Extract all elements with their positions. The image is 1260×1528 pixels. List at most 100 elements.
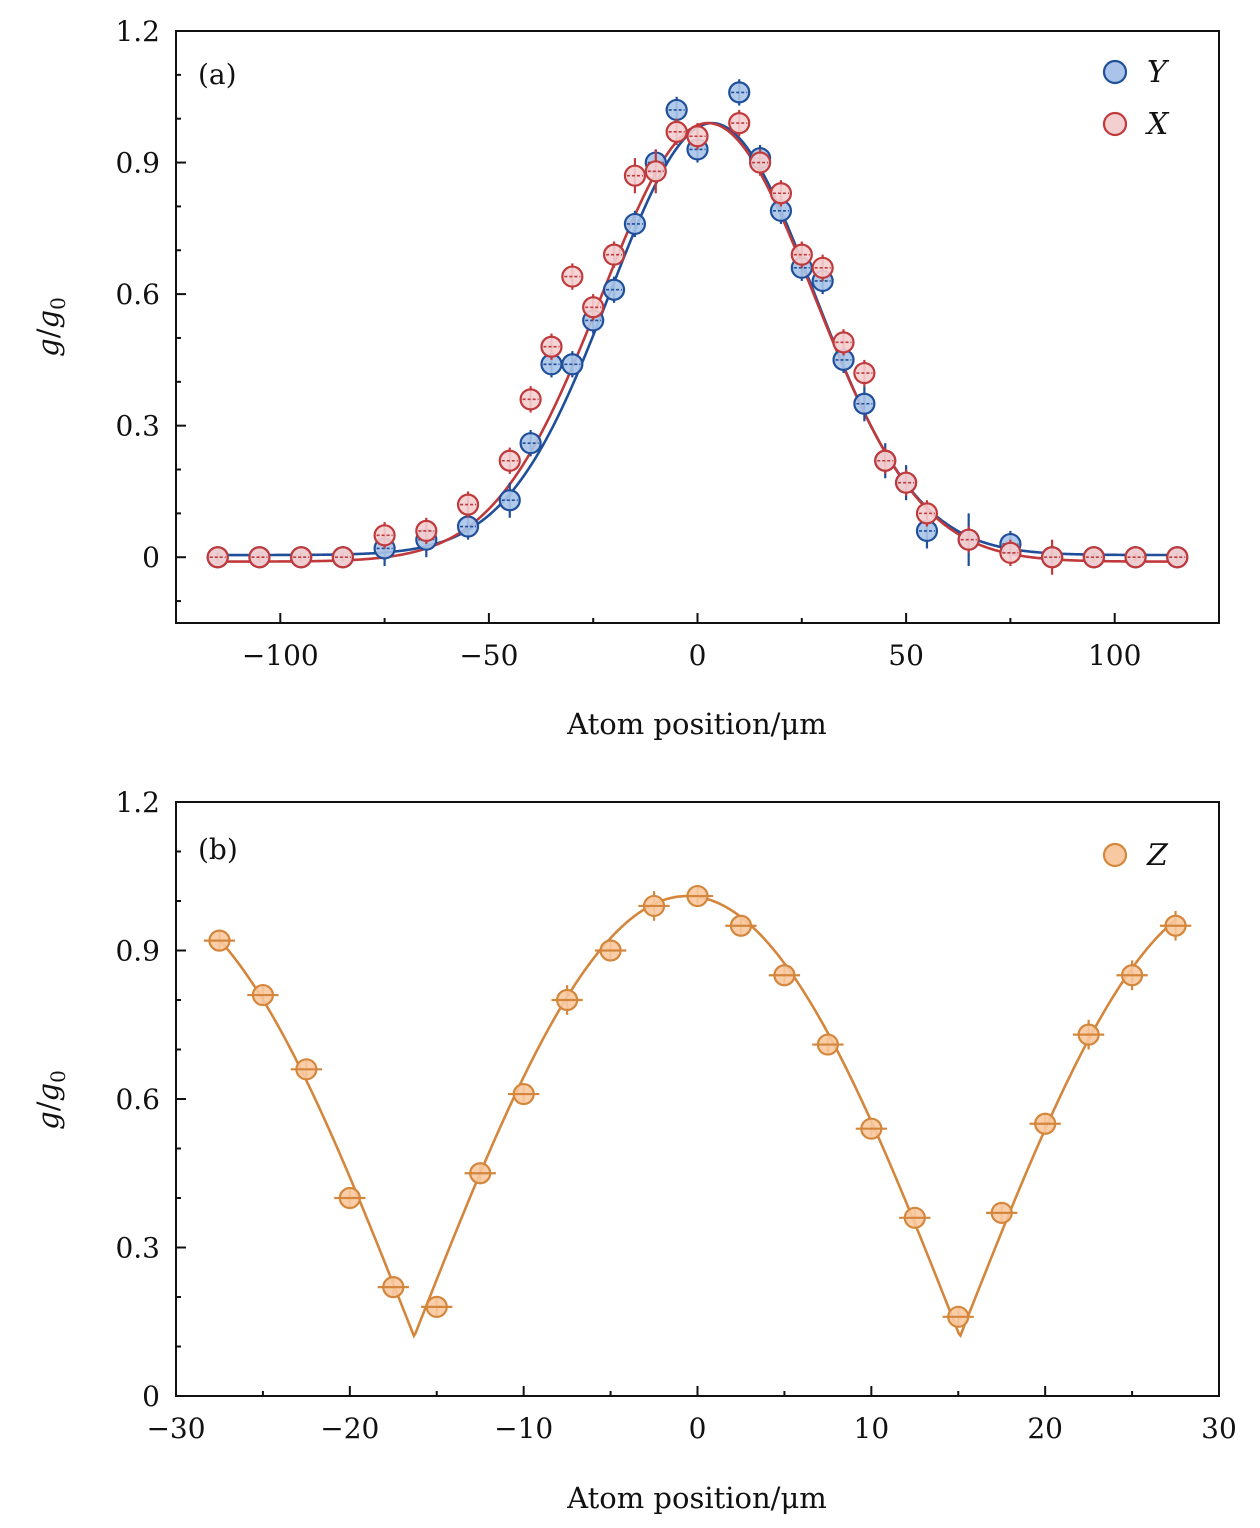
data-point-X <box>748 149 772 176</box>
data-point-Z <box>986 1201 1018 1224</box>
data-point-X <box>373 522 396 549</box>
data-point-X <box>602 241 626 268</box>
legend-marker <box>1102 59 1128 85</box>
data-point-X <box>1041 539 1064 575</box>
panel-a: −100 −50 0 50 100 0 0.3 0.6 0.9 1.2 (a) YX Atom p… <box>31 15 1220 741</box>
data-point-X <box>582 294 605 321</box>
legend-label: X <box>1145 107 1170 142</box>
data-point-X <box>519 386 542 413</box>
y-tick-label: 0.9 <box>115 147 160 180</box>
data-point-X <box>999 539 1022 566</box>
data-point-X <box>686 123 709 150</box>
data-point-Z <box>768 964 801 987</box>
y-tick-label: 0.3 <box>115 410 160 443</box>
y-tick-label: 0.6 <box>115 1083 160 1116</box>
y-tick-label: 0 <box>142 1380 160 1413</box>
data-point-X <box>206 546 229 569</box>
legend-marker <box>1102 111 1128 137</box>
data-point-X <box>1082 546 1105 569</box>
data-point-X <box>853 359 876 387</box>
data-point-X <box>415 517 438 545</box>
x-tick-label: −30 <box>146 1412 205 1445</box>
data-point-Z <box>681 884 714 908</box>
y-tick-label: 1.2 <box>115 786 160 819</box>
data-point-Y <box>623 210 647 238</box>
fit-curve-Y <box>217 121 1178 557</box>
x-tick-label: 0 <box>689 639 707 672</box>
data-point-Z <box>421 1295 453 1319</box>
data-point-X <box>456 491 480 518</box>
x-tick-label: −100 <box>242 639 319 672</box>
x-axis-label-b: Atom position/μm <box>566 1481 827 1515</box>
x-tick-label: −20 <box>320 1412 379 1445</box>
legend-entry-X: X <box>1102 107 1170 142</box>
data-point-X <box>1166 546 1189 569</box>
data-point-Z <box>638 891 670 921</box>
data-point-X <box>498 447 521 474</box>
data-point-Y <box>853 386 876 422</box>
data-point-X <box>540 333 563 360</box>
x-tick-label: 50 <box>888 639 924 672</box>
legend-label: Y <box>1147 55 1170 90</box>
data-point-X <box>790 241 813 268</box>
data-point-X <box>769 180 793 207</box>
legend-entry-Z: Z <box>1102 838 1169 873</box>
x-tick-label: −10 <box>494 1412 553 1445</box>
data-point-Z <box>725 914 757 937</box>
plot-frame-a <box>175 30 1220 624</box>
data-point-Z <box>377 1275 409 1299</box>
data-point-Z <box>1072 1019 1105 1050</box>
data-point-Y <box>561 351 584 378</box>
y-tick-label: 0.3 <box>115 1232 160 1265</box>
x-tick-label: −50 <box>459 639 518 672</box>
data-point-X <box>665 118 688 146</box>
data-point-X <box>728 109 751 137</box>
data-point-X <box>561 263 584 290</box>
x-tick-label: 20 <box>1027 1412 1063 1445</box>
panel-label-b: (b) <box>198 833 238 866</box>
data-point-Z <box>1159 910 1192 941</box>
x-axis-label-a: Atom position/μm <box>566 707 827 741</box>
data-point-X <box>331 546 354 569</box>
data-point-X <box>915 500 939 527</box>
data-point-Y <box>498 482 521 518</box>
data-point-X <box>874 447 897 474</box>
data-point-X <box>248 546 271 569</box>
data-point-X <box>811 254 834 281</box>
data-point-X <box>644 149 667 194</box>
legend-label: Z <box>1146 838 1169 873</box>
data-point-Z <box>899 1206 931 1229</box>
data-point-X <box>894 469 918 496</box>
data-point-Z <box>464 1162 496 1185</box>
data-point-Y <box>602 276 626 303</box>
data-point-Y <box>519 430 542 457</box>
data-point-Z <box>1029 1112 1061 1135</box>
data-point-Z <box>551 985 583 1015</box>
data-point-X <box>623 158 647 194</box>
panel-b: −30 −20 −10 0 10 20 30 0 0.3 0.6 0.9 1.2 (b) Z Atom… <box>31 786 1237 1515</box>
fit-curve-X <box>217 121 1178 563</box>
svg-text:g/g0: g/g0 <box>31 1070 70 1130</box>
legend-marker <box>1102 842 1128 868</box>
y-tick-label: 1.2 <box>115 15 160 48</box>
x-tick-label: 100 <box>1088 639 1141 672</box>
svg-text:g/g0: g/g0 <box>31 297 70 357</box>
y-tick-label: 0.6 <box>115 278 160 311</box>
data-point-Z <box>508 1082 540 1106</box>
y-axis-label-b: g/g0 <box>31 1070 70 1130</box>
panel-label-a: (a) <box>198 58 237 91</box>
data-point-Z <box>203 929 236 952</box>
y-axis-label-a: g/g0 <box>31 297 70 357</box>
data-point-X <box>290 546 313 569</box>
legend-entry-Y: Y <box>1102 55 1170 90</box>
data-point-Z <box>247 983 279 1007</box>
fit-curve-Z <box>218 894 1177 1339</box>
y-tick-label: 0 <box>142 541 160 574</box>
data-point-Z <box>594 939 627 962</box>
data-point-Y <box>728 79 751 106</box>
data-point-X <box>832 329 855 356</box>
data-point-X <box>957 526 980 553</box>
data-point-Z <box>334 1186 366 1210</box>
data-point-Z <box>855 1117 887 1140</box>
